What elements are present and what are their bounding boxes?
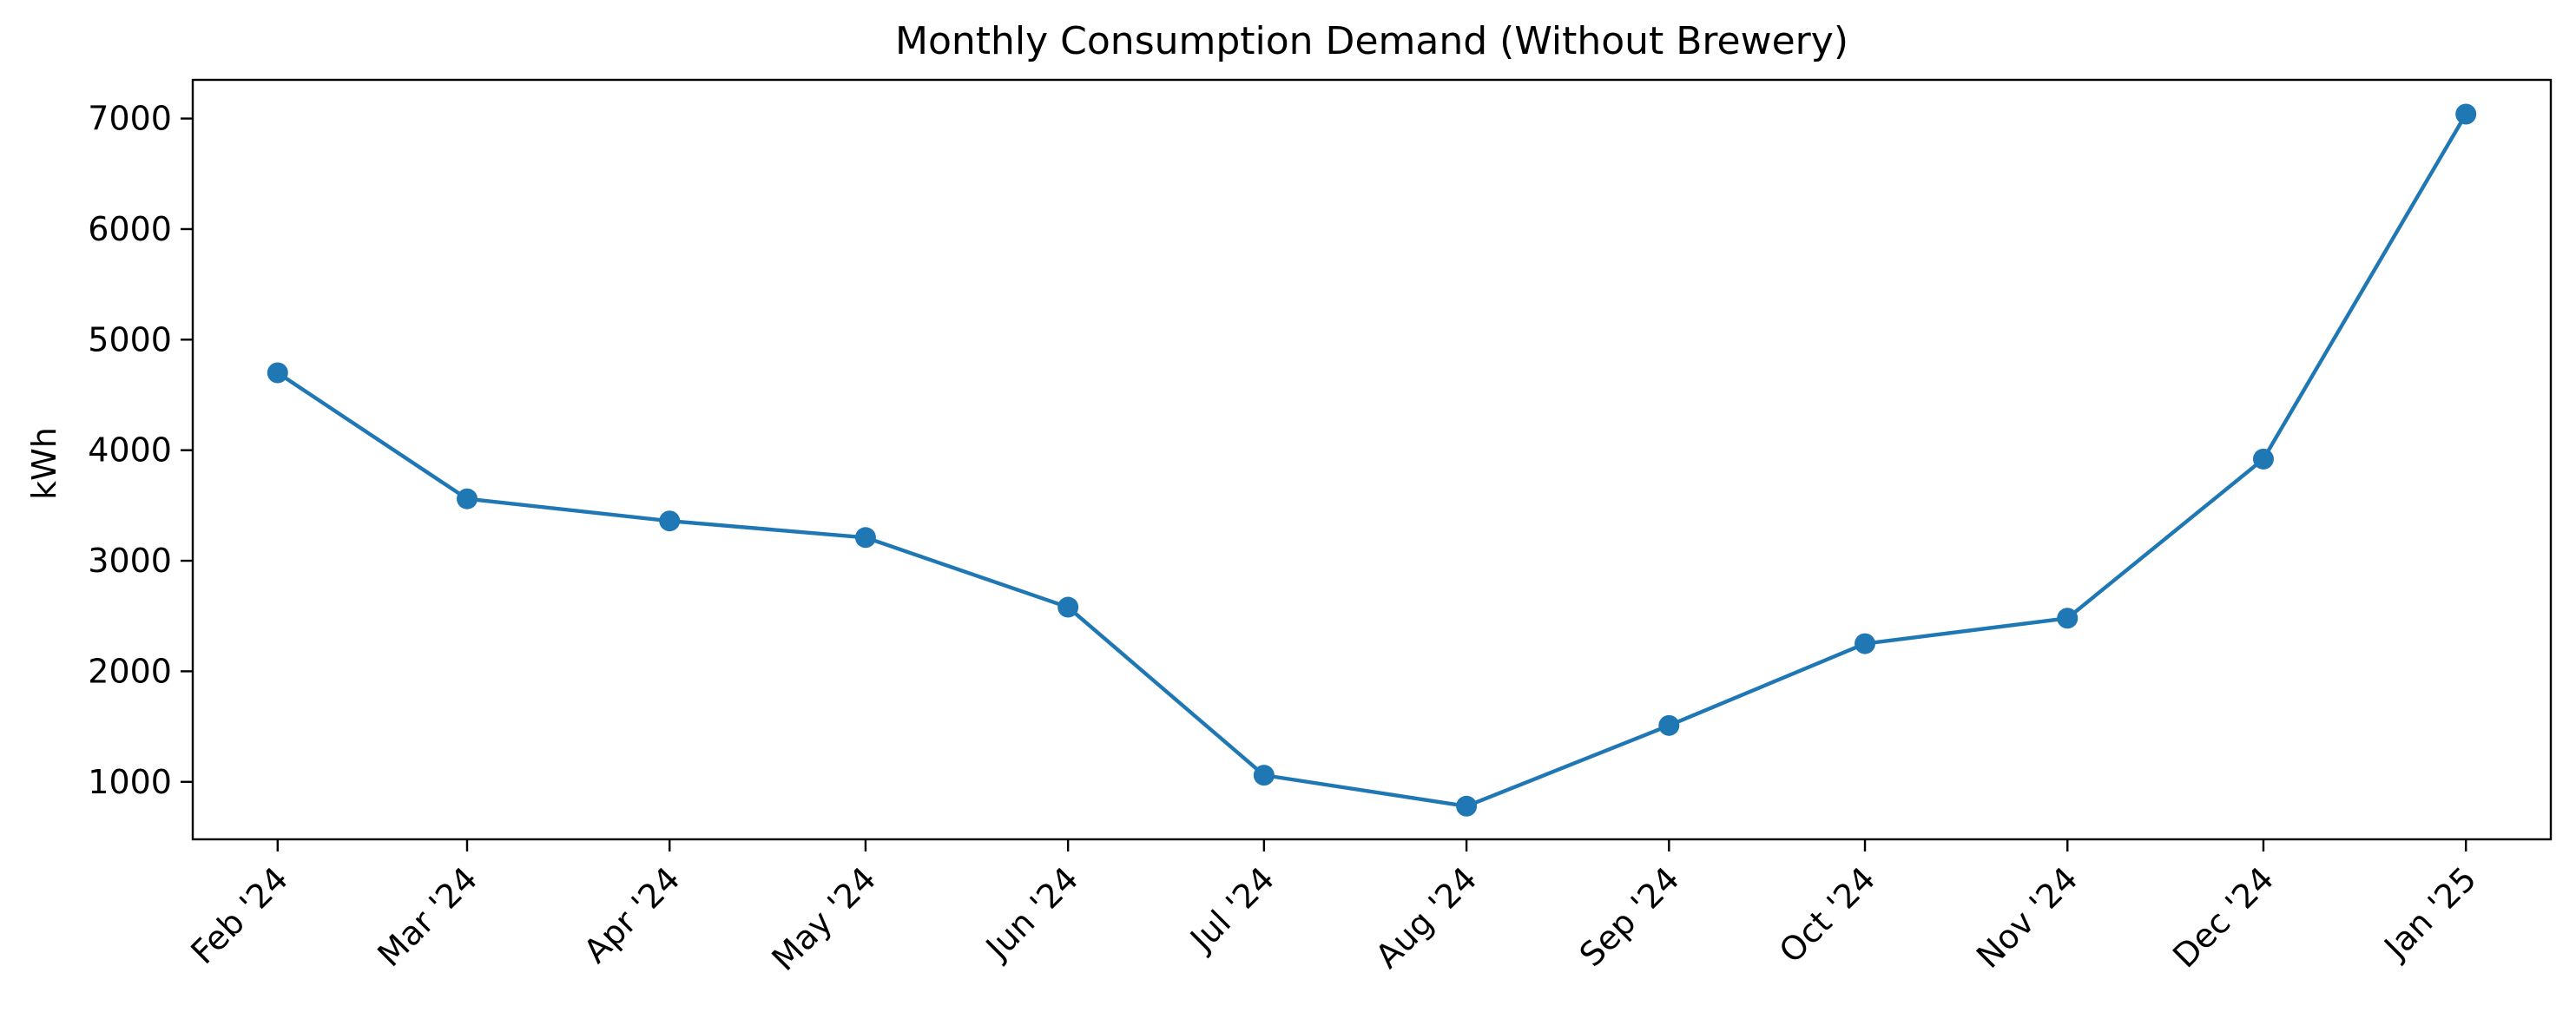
x-tick-label: Mar '24 (370, 859, 484, 974)
data-point (267, 362, 288, 384)
data-point (1855, 633, 1876, 654)
plot-area: 1000 2000 3000 4000 5000 6000 7000 Feb '24 Mar '… (88, 78, 2553, 978)
x-tick-label: Nov '24 (1969, 859, 2085, 976)
data-point (1253, 765, 1275, 786)
x-tick-label: Apr '24 (576, 859, 688, 970)
x-tick-label: Jul '24 (1182, 859, 1281, 959)
y-axis-label: kWh (25, 427, 63, 500)
x-tick-label: Sep '24 (1572, 859, 1687, 974)
data-point (2252, 448, 2274, 470)
x-tick-label: Feb '24 (183, 859, 295, 971)
series-line (275, 112, 2468, 808)
data-point (2057, 608, 2079, 629)
data-point (1456, 795, 1478, 817)
x-tick-label: Oct '24 (1772, 859, 1883, 970)
data-point (2455, 103, 2477, 125)
axes-frame (191, 78, 2553, 841)
y-tick-label: 2000 (88, 652, 172, 690)
y-tick-label: 1000 (88, 763, 172, 801)
data-point (456, 488, 478, 510)
y-tick-label: 3000 (88, 542, 172, 580)
x-tick-label: Dec '24 (2165, 859, 2281, 975)
data-point (1658, 714, 1680, 736)
y-tick-label: 5000 (88, 320, 172, 358)
data-point (1057, 596, 1079, 618)
y-tick-label: 6000 (88, 210, 172, 248)
data-point (659, 510, 681, 532)
y-tick-label: 4000 (88, 431, 172, 470)
chart-title: Monthly Consumption Demand (Without Brew… (895, 19, 1848, 63)
data-point (854, 527, 876, 549)
x-tick-label: Aug '24 (1368, 859, 1485, 976)
x-tick-label: May '24 (764, 859, 883, 978)
x-tick-label: Jan '25 (2375, 859, 2483, 967)
x-tick-label: Jun '24 (978, 859, 1086, 968)
y-tick-label: 7000 (88, 100, 172, 138)
